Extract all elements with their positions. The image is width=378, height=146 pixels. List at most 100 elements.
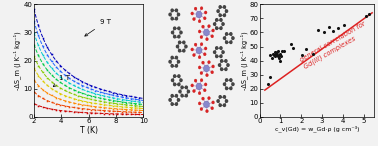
Circle shape bbox=[178, 75, 180, 77]
Circle shape bbox=[172, 79, 174, 81]
Circle shape bbox=[206, 74, 208, 77]
Circle shape bbox=[203, 53, 206, 56]
Circle shape bbox=[215, 47, 218, 49]
Circle shape bbox=[220, 27, 222, 29]
Point bbox=[366, 13, 372, 15]
Circle shape bbox=[169, 13, 171, 16]
Circle shape bbox=[223, 96, 226, 98]
Text: 9 T: 9 T bbox=[85, 19, 111, 36]
Circle shape bbox=[219, 14, 221, 16]
Point bbox=[279, 55, 285, 58]
Circle shape bbox=[208, 25, 211, 28]
Circle shape bbox=[177, 99, 180, 101]
Circle shape bbox=[171, 103, 173, 105]
Circle shape bbox=[185, 86, 187, 89]
Circle shape bbox=[187, 90, 189, 93]
Circle shape bbox=[226, 41, 228, 44]
Circle shape bbox=[171, 9, 173, 12]
Circle shape bbox=[172, 31, 174, 34]
Circle shape bbox=[198, 102, 201, 105]
Circle shape bbox=[203, 29, 209, 36]
Point bbox=[277, 52, 283, 55]
Circle shape bbox=[203, 17, 206, 20]
Circle shape bbox=[171, 95, 173, 97]
Circle shape bbox=[215, 27, 218, 29]
Point bbox=[273, 52, 279, 55]
Circle shape bbox=[214, 23, 216, 25]
Point bbox=[269, 57, 275, 59]
Circle shape bbox=[208, 61, 211, 64]
Circle shape bbox=[177, 60, 180, 63]
Circle shape bbox=[222, 23, 224, 25]
Circle shape bbox=[212, 65, 214, 68]
Circle shape bbox=[175, 17, 178, 20]
Circle shape bbox=[175, 9, 178, 12]
Y-axis label: -ΔS_m (J K⁻¹ kg⁻¹): -ΔS_m (J K⁻¹ kg⁻¹) bbox=[240, 31, 248, 90]
Circle shape bbox=[174, 83, 176, 86]
Point bbox=[275, 50, 281, 52]
Circle shape bbox=[196, 83, 202, 90]
Circle shape bbox=[225, 100, 228, 102]
Circle shape bbox=[220, 47, 222, 49]
Circle shape bbox=[194, 79, 197, 82]
Circle shape bbox=[192, 89, 195, 93]
Circle shape bbox=[169, 99, 171, 101]
Circle shape bbox=[220, 19, 222, 21]
Point bbox=[321, 31, 327, 34]
Circle shape bbox=[223, 104, 226, 106]
Point bbox=[310, 52, 316, 55]
Circle shape bbox=[223, 37, 226, 39]
Circle shape bbox=[192, 18, 195, 21]
Circle shape bbox=[217, 100, 219, 102]
Circle shape bbox=[181, 94, 183, 97]
Circle shape bbox=[185, 94, 187, 97]
Point bbox=[276, 54, 282, 56]
Circle shape bbox=[225, 60, 227, 62]
Circle shape bbox=[194, 43, 197, 46]
Point bbox=[279, 50, 285, 52]
Circle shape bbox=[223, 6, 226, 8]
Circle shape bbox=[206, 110, 208, 113]
Point bbox=[277, 59, 284, 62]
Circle shape bbox=[226, 87, 228, 90]
Circle shape bbox=[198, 56, 201, 59]
Point bbox=[271, 54, 277, 56]
Circle shape bbox=[191, 12, 194, 15]
Circle shape bbox=[201, 97, 204, 100]
Circle shape bbox=[206, 38, 208, 41]
Circle shape bbox=[175, 95, 178, 97]
Circle shape bbox=[204, 11, 207, 14]
Circle shape bbox=[171, 65, 173, 67]
Circle shape bbox=[219, 6, 221, 8]
Circle shape bbox=[198, 30, 201, 33]
Circle shape bbox=[177, 45, 178, 48]
Circle shape bbox=[221, 68, 223, 71]
Point bbox=[290, 47, 296, 49]
Point bbox=[270, 52, 276, 55]
Circle shape bbox=[181, 86, 183, 89]
Circle shape bbox=[174, 27, 176, 30]
Circle shape bbox=[183, 49, 185, 52]
Circle shape bbox=[226, 79, 228, 81]
Circle shape bbox=[212, 29, 214, 32]
Circle shape bbox=[223, 14, 226, 16]
Circle shape bbox=[225, 68, 227, 71]
Circle shape bbox=[198, 20, 201, 23]
Circle shape bbox=[214, 51, 216, 53]
Point bbox=[267, 54, 273, 56]
Circle shape bbox=[203, 101, 209, 108]
Circle shape bbox=[227, 64, 229, 66]
Circle shape bbox=[174, 75, 176, 77]
Circle shape bbox=[211, 71, 214, 74]
Circle shape bbox=[178, 41, 181, 44]
Circle shape bbox=[175, 65, 178, 67]
Circle shape bbox=[196, 11, 202, 18]
Circle shape bbox=[200, 35, 203, 39]
Point bbox=[363, 14, 369, 17]
Point bbox=[315, 28, 321, 31]
Circle shape bbox=[200, 107, 203, 111]
Circle shape bbox=[178, 35, 180, 38]
Circle shape bbox=[221, 60, 223, 62]
Circle shape bbox=[220, 55, 222, 58]
Circle shape bbox=[196, 47, 202, 54]
